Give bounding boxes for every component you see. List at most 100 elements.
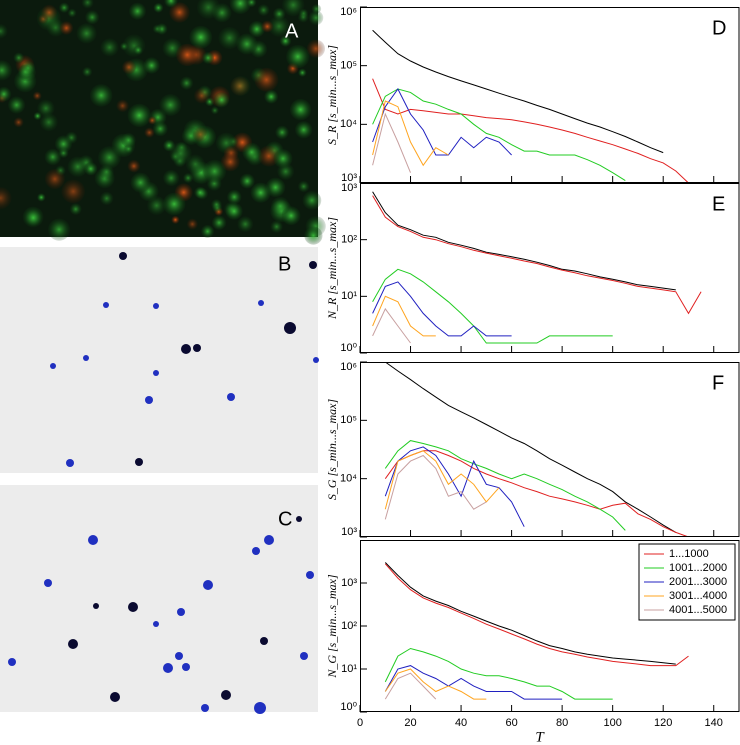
series-line — [384, 668, 487, 700]
chart-panel: 10⁰ 10¹ 10² 10³ N_R [s_min...s_max] E — [325, 182, 740, 354]
y-axis-label: N_G [s_min...s_max] — [325, 574, 339, 679]
legend-label: 2001...3000 — [669, 576, 727, 588]
x-tick-label: 20 — [404, 717, 416, 729]
plot-frame — [360, 183, 740, 353]
cell-blob — [201, 704, 209, 712]
cell-blob — [163, 663, 173, 673]
cell-blob — [135, 458, 143, 466]
cell-blob — [145, 396, 153, 404]
cell-blob — [203, 580, 213, 590]
cell — [122, 60, 136, 75]
cell — [37, 193, 46, 202]
y-tick-label: 10¹ — [341, 663, 357, 675]
cell — [25, 209, 42, 226]
y-tick-label: 10⁴ — [340, 473, 357, 485]
series-line — [384, 440, 626, 531]
y-tick-label: 10³ — [341, 182, 357, 194]
cell — [46, 18, 65, 37]
cell — [67, 8, 77, 18]
y-tick-label: 10⁰ — [340, 342, 357, 354]
series-line — [372, 100, 449, 167]
chart-panel: 10³ 10⁴ 10⁵ 10⁶ S_G [s_min...s_max] F — [325, 361, 740, 538]
cell — [67, 156, 89, 177]
cell — [121, 133, 136, 148]
cell — [152, 121, 168, 137]
cell — [203, 159, 227, 183]
cell-blob — [260, 637, 268, 645]
cell — [298, 180, 310, 193]
cell — [282, 0, 305, 17]
cell-blob — [103, 302, 109, 308]
y-tick-label: 10⁶ — [340, 361, 357, 373]
cell — [89, 84, 113, 107]
cell — [295, 121, 313, 139]
x-tick-label: 0 — [357, 717, 363, 729]
cell-blob — [177, 608, 185, 616]
series-line — [384, 450, 500, 510]
legend: 1...1000 1001...2000 2001...3000 3001...400… — [638, 543, 736, 621]
cell — [143, 57, 160, 74]
cell — [225, 202, 243, 220]
cell — [237, 216, 254, 233]
cell — [13, 117, 24, 128]
cell — [147, 196, 167, 215]
series-line — [385, 362, 677, 533]
lines — [372, 191, 702, 344]
cell — [58, 2, 70, 13]
cell — [37, 99, 55, 118]
cell — [275, 125, 289, 140]
cell — [133, 45, 143, 55]
cell — [297, 11, 309, 23]
cell — [144, 127, 155, 138]
cell — [230, 76, 250, 96]
cell — [59, 21, 74, 35]
cell — [0, 24, 8, 39]
cell — [246, 0, 257, 8]
cell — [227, 189, 242, 205]
legend-label: 1001...2000 — [669, 562, 727, 574]
x-tick-label: 140 — [705, 717, 723, 729]
cell — [311, 4, 322, 14]
cell-blob — [264, 535, 274, 545]
cell — [302, 191, 322, 210]
cell — [308, 10, 324, 26]
cell — [0, 60, 12, 81]
cell-blob — [258, 300, 264, 306]
chart-panel: 10⁰ 10¹ 10² 10³ 0 20 40 60 80 100 120 140 T N_G [s_mi… — [325, 540, 740, 745]
cell — [236, 33, 258, 55]
panel-label: C — [278, 508, 292, 530]
cell — [261, 20, 274, 33]
x-tick-label: 100 — [603, 717, 621, 729]
cell-blob — [153, 303, 159, 309]
cell — [148, 116, 157, 125]
legend-label: 4001...5000 — [669, 604, 727, 616]
y-tick-label: 10² — [341, 234, 357, 246]
series-line — [372, 281, 512, 337]
cell — [192, 127, 208, 142]
segmented-image — [0, 247, 318, 473]
series-line — [384, 672, 437, 700]
chart-panel: 10³ 10⁴ 10⁵ 10⁶ S_R [s_min...s_max] D — [325, 6, 740, 184]
series-line — [384, 665, 563, 700]
cell — [130, 172, 151, 193]
lines — [384, 362, 689, 537]
cell — [33, 112, 42, 120]
micrograph — [0, 0, 326, 245]
cell — [210, 106, 219, 115]
series-line — [384, 454, 487, 520]
panel-label: A — [285, 20, 299, 42]
legend-label: 1...1000 — [669, 548, 709, 560]
cell — [44, 169, 65, 189]
y-tick-label: 10⁰ — [340, 701, 357, 713]
x-tick-label: 80 — [556, 717, 568, 729]
y-axis-label: S_G [s_min...s_max] — [325, 399, 339, 501]
cell — [213, 92, 230, 108]
series-line — [372, 195, 702, 315]
cell — [153, 2, 164, 13]
cell — [44, 148, 61, 166]
cell-blob — [309, 261, 317, 269]
cell-blob — [221, 690, 231, 700]
cell-blob — [83, 355, 89, 361]
cell — [48, 218, 71, 241]
